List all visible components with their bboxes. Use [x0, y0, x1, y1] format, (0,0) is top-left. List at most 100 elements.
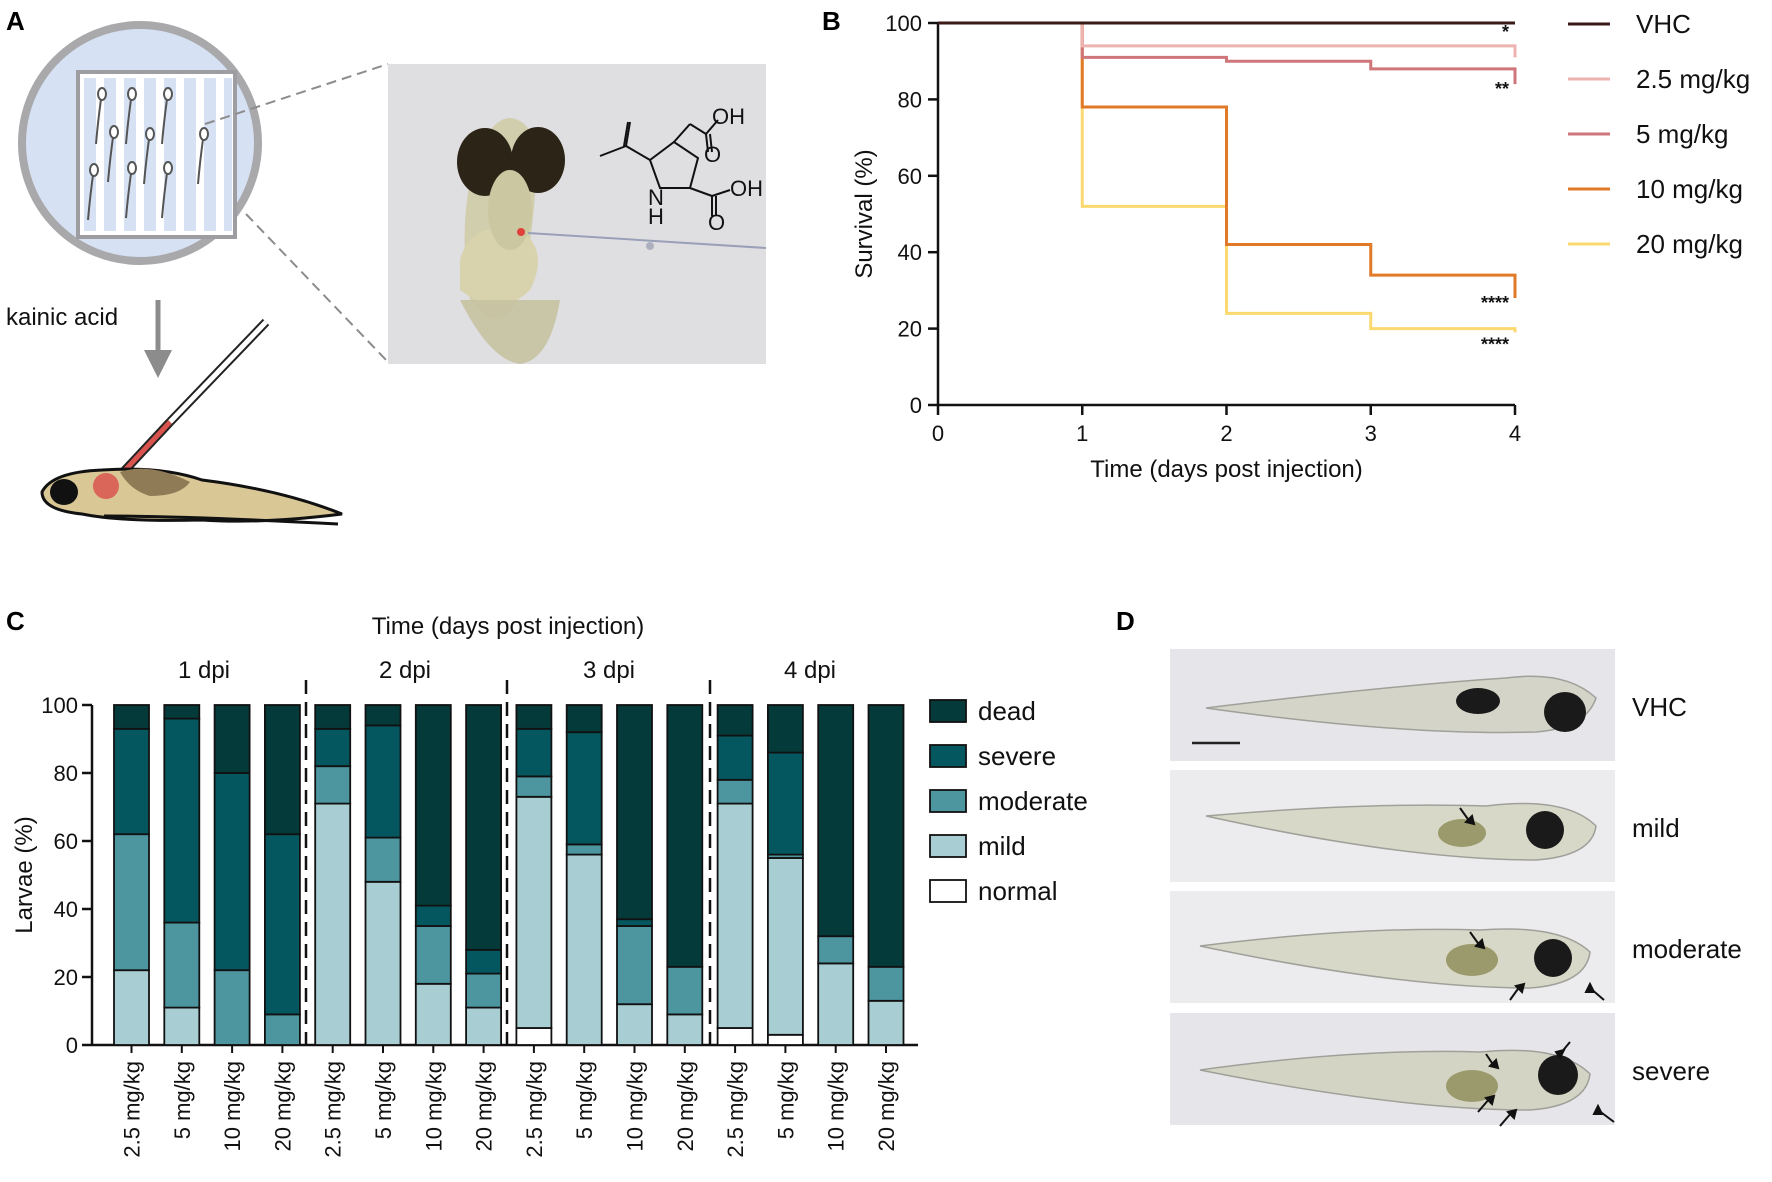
x-tick-label: 20 mg/kg	[472, 1061, 497, 1152]
bar-segment-severe	[263, 833, 301, 1016]
x-tick-label: 1	[1076, 421, 1088, 446]
bar-segment-severe	[314, 727, 352, 768]
svg-text:OH: OH	[730, 176, 763, 201]
bar-segment-mild	[364, 880, 402, 1046]
bar-segment-moderate	[867, 965, 905, 1002]
bar-segment-dead	[716, 704, 754, 737]
x-tick-label: 2.5 mg/kg	[120, 1061, 145, 1158]
svg-text:O: O	[708, 210, 725, 235]
bar-segment-mild	[716, 802, 754, 1029]
x-tick-label: 2	[1220, 421, 1232, 446]
bar-segment-moderate	[113, 833, 150, 972]
y-tick-label: 20	[54, 965, 78, 990]
x-tick-label: 10 mg/kg	[824, 1061, 849, 1152]
significance-10-mg-kg: ****	[1481, 293, 1509, 313]
bar-segment-moderate	[515, 775, 553, 798]
x-tick-label: 4	[1509, 421, 1521, 446]
micrograph-mild	[1170, 770, 1615, 882]
bar-segment-mild	[616, 1003, 653, 1046]
group-label-4-dpi: 4 dpi	[784, 657, 836, 684]
significance-5-mg-kg: **	[1495, 79, 1509, 99]
y-tick-label: 100	[885, 11, 922, 36]
bar-segment-dead	[314, 704, 352, 730]
kainic-acid-structure	[599, 119, 731, 216]
y-tick-label: 40	[898, 240, 922, 265]
bar-segment-moderate	[364, 836, 402, 883]
bar-segment-normal	[716, 1027, 754, 1046]
bar-segment-moderate	[414, 925, 452, 985]
legend-swatch-severe	[929, 744, 967, 768]
chart-title: Time (days post injection)	[372, 613, 645, 640]
bar-segment-mild	[666, 1013, 704, 1046]
bar-segment-severe	[515, 727, 553, 778]
bar-segment-dead	[616, 704, 653, 921]
svg-text:N: N	[648, 185, 664, 210]
arrow-markers	[1459, 807, 1615, 1127]
phenotype-label-moderate: moderate	[1632, 934, 1742, 964]
bar-segment-dead	[414, 704, 452, 907]
bar-segment-dead	[113, 704, 150, 730]
panel-letter-b: B	[822, 6, 841, 36]
x-tick-label: 10 mg/kg	[421, 1061, 446, 1152]
bar-segment-dead	[213, 704, 251, 774]
bar-segment-severe	[213, 772, 251, 972]
bar-segment-moderate	[314, 765, 352, 805]
bar-segment-mild	[515, 795, 553, 1029]
x-tick-label: 2.5 mg/kg	[522, 1061, 547, 1158]
injection-needle	[110, 318, 270, 486]
bar-segment-moderate	[465, 972, 503, 1009]
bar-segment-mild	[767, 857, 804, 1036]
bar-segment-mild	[465, 1006, 503, 1046]
y-axis-title: Survival (%)	[851, 149, 878, 278]
legend-swatch-moderate	[929, 789, 967, 813]
phenotype-label-vhc: VHC	[1632, 692, 1687, 722]
y-tick-label: 0	[66, 1033, 78, 1058]
panel-letter-d: D	[1116, 606, 1135, 636]
y-axis-title: Larvae (%)	[11, 816, 38, 933]
bar-segment-dead	[263, 704, 301, 836]
bar-segment-moderate	[616, 925, 653, 1006]
bar-segment-mild	[565, 853, 603, 1046]
x-tick-label: 3	[1365, 421, 1377, 446]
panel-letter-c: C	[6, 606, 25, 636]
legend-label-vhc: VHC	[1636, 9, 1691, 39]
phenotype-label-severe: severe	[1632, 1056, 1710, 1086]
bar-segment-mild	[314, 802, 352, 1046]
bar-segment-dead	[767, 704, 804, 754]
x-tick-label: 10 mg/kg	[220, 1061, 245, 1152]
bar-segment-normal	[767, 1033, 804, 1046]
bar-segment-severe	[716, 734, 754, 781]
x-tick-label: 2.5 mg/kg	[321, 1061, 346, 1158]
y-tick-label: 80	[54, 761, 78, 786]
group-label-3-dpi: 3 dpi	[583, 657, 635, 684]
y-tick-label: 0	[910, 393, 922, 418]
legend-label-2-5-mg-kg: 2.5 mg/kg	[1636, 64, 1750, 94]
bar-segment-dead	[163, 704, 201, 720]
bar-segment-moderate	[213, 969, 251, 1046]
bar-segment-severe	[163, 717, 201, 924]
larva-side-illustration	[40, 467, 343, 526]
panel-letter-a: A	[6, 6, 25, 36]
group-label-1-dpi: 1 dpi	[178, 657, 230, 684]
y-tick-label: 40	[54, 897, 78, 922]
bar-segment-dead	[867, 704, 905, 968]
svg-text:OH: OH	[712, 104, 745, 129]
micrograph-vhc	[1170, 649, 1615, 761]
micrograph-moderate	[1170, 891, 1615, 1003]
x-axis-title: Time (days post injection)	[1090, 456, 1363, 483]
legend-label-severe: severe	[978, 741, 1056, 771]
bar-segment-severe	[616, 918, 653, 927]
treatment-label: kainic acid	[6, 304, 118, 331]
bar-segment-mild	[817, 962, 855, 1046]
x-tick-label: 5 mg/kg	[572, 1061, 597, 1139]
bar-segment-mild	[113, 969, 150, 1046]
x-tick-label: 2.5 mg/kg	[723, 1061, 748, 1158]
phenotype-micrographs: VHC mild moderate severe	[1170, 649, 1742, 1127]
bar-segment-dead	[817, 704, 855, 938]
series-line-2-5-mg-kg	[938, 21, 1517, 58]
x-tick-label: 5 mg/kg	[773, 1061, 798, 1139]
molecule-labels: OH O N H OH O	[648, 104, 763, 235]
legend-swatch-normal	[929, 879, 967, 903]
down-arrow	[144, 300, 172, 378]
larva-micrograph	[388, 64, 767, 364]
